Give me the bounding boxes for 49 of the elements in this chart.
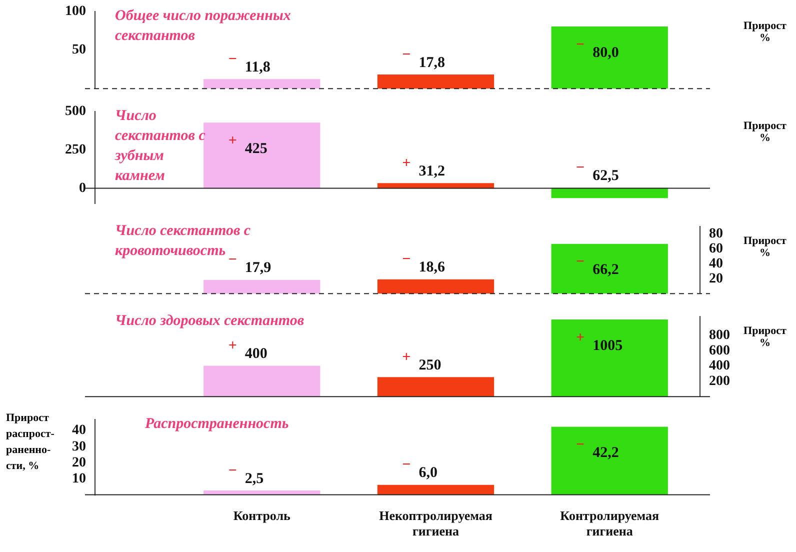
bar xyxy=(204,122,320,189)
data-label: − 62,5 xyxy=(576,160,619,184)
y2-tick-label: 60 xyxy=(709,241,723,256)
chart-title: Число здоровых секстантов xyxy=(115,312,306,331)
text: − 18,6 xyxy=(402,252,445,276)
text: Число секстантов с зубным камнем xyxy=(115,107,206,186)
bar xyxy=(551,320,668,397)
y-tick-label: 20 xyxy=(72,455,86,470)
y-tick-label: 500 xyxy=(65,104,86,120)
text: − 17,9 xyxy=(228,252,272,276)
y2-axis-title: Прирост % xyxy=(742,235,788,259)
bar xyxy=(377,377,494,397)
x-tick-label: Некоптролируемая гигиена xyxy=(379,508,492,539)
data-label: − 17,8 xyxy=(402,46,445,71)
bar xyxy=(204,366,320,397)
chart-title: Распространенность xyxy=(145,415,290,434)
x-tick-label: Контролируемая гигиена xyxy=(560,508,660,539)
y-tick-label: 30 xyxy=(72,439,86,454)
data-label: − 6,0 xyxy=(402,457,438,482)
y2-tick-label: 80 xyxy=(709,226,723,242)
y2-tick-label: 800 xyxy=(709,328,730,344)
text: + 1005 xyxy=(576,330,623,354)
y-axis-title: Прирост распрост-раненно-сти, % xyxy=(6,411,56,474)
y-tick-label: 40 xyxy=(72,423,86,438)
y2-axis-title: Прирост % xyxy=(742,20,788,44)
data-label: − 11,8 xyxy=(228,51,270,76)
y2-axis-title: Прирост % xyxy=(742,325,788,349)
bar xyxy=(551,188,668,198)
y-tick-label: 50 xyxy=(72,42,86,58)
x-tick-label: Контроль xyxy=(233,508,291,523)
data-label: + 31,2 xyxy=(402,155,445,180)
y2-tick-label: 20 xyxy=(709,271,723,286)
data-label: + 425 xyxy=(228,132,268,157)
y-tick-label: 10 xyxy=(72,471,86,486)
y2-tick-label: 600 xyxy=(709,343,730,358)
text: + 400 xyxy=(228,338,268,362)
data-label: − 80,0 xyxy=(576,36,619,61)
y2-tick-label: 200 xyxy=(709,374,730,389)
y2-tick-label: 40 xyxy=(709,256,723,272)
y-tick-label: 100 xyxy=(65,4,86,20)
y2-axis-title: Прирост % xyxy=(742,120,788,144)
text: − 66,2 xyxy=(576,254,619,278)
text: + 250 xyxy=(402,350,442,374)
data-label: − 42,2 xyxy=(576,437,619,462)
y2-tick-label: 400 xyxy=(709,358,730,374)
chart-title: Общее число пораженных секстантов xyxy=(115,7,292,46)
y-tick-label: 0 xyxy=(79,180,86,196)
data-label: − 2,5 xyxy=(228,462,264,487)
y-tick-label: 250 xyxy=(65,142,86,158)
